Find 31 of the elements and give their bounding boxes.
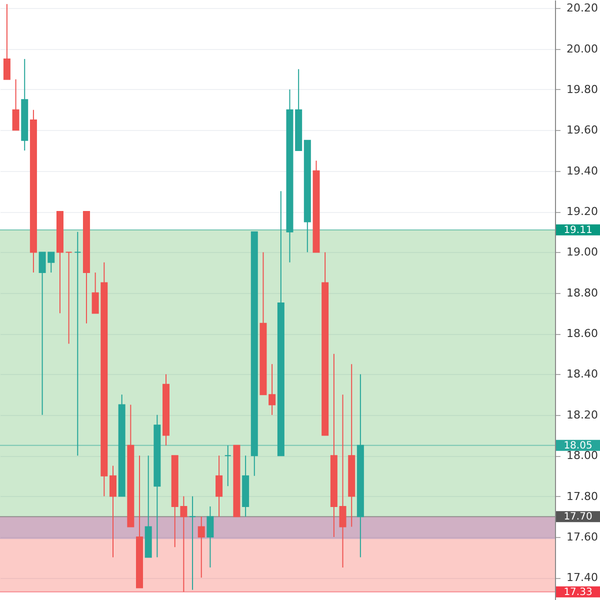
candlestick bbox=[189, 496, 196, 590]
candlestick bbox=[109, 465, 116, 558]
ref-line-label: 17.33 bbox=[564, 586, 592, 598]
candlestick bbox=[74, 231, 82, 456]
y-tick-label: 19.00 bbox=[566, 246, 598, 259]
candlestick bbox=[216, 455, 223, 518]
candlestick bbox=[206, 506, 214, 568]
y-tick-label: 18.60 bbox=[566, 327, 598, 340]
y-tick-label: 19.80 bbox=[566, 82, 598, 96]
y-tick-label: 18.80 bbox=[566, 286, 598, 300]
candlestick bbox=[65, 252, 72, 344]
y-tick-label: 17.40 bbox=[566, 571, 598, 584]
y-tick-label: 19.40 bbox=[566, 164, 598, 178]
y-tick-label: 18.00 bbox=[566, 449, 598, 462]
candlestick bbox=[12, 78, 20, 131]
ref-line-label: 19.11 bbox=[564, 224, 592, 236]
y-tick-label: 19.20 bbox=[566, 205, 598, 218]
candlestick bbox=[224, 444, 232, 487]
ref-line-label: 17.70 bbox=[564, 512, 592, 523]
y-tick-label: 18.20 bbox=[566, 408, 598, 422]
y-tick-label: 20.00 bbox=[566, 42, 598, 56]
candlestick bbox=[339, 394, 346, 568]
y-tick-label: 20.20 bbox=[566, 2, 598, 15]
candlestick bbox=[268, 364, 276, 416]
candlestick bbox=[3, 4, 10, 80]
y-tick-label: 17.80 bbox=[566, 490, 598, 503]
y-tick-label: 19.60 bbox=[566, 124, 598, 137]
y-tick-label: 17.60 bbox=[566, 530, 598, 544]
ref-line-label: 18.05 bbox=[564, 440, 592, 452]
y-tick-label: 18.40 bbox=[566, 368, 598, 381]
candlestick bbox=[198, 516, 205, 578]
